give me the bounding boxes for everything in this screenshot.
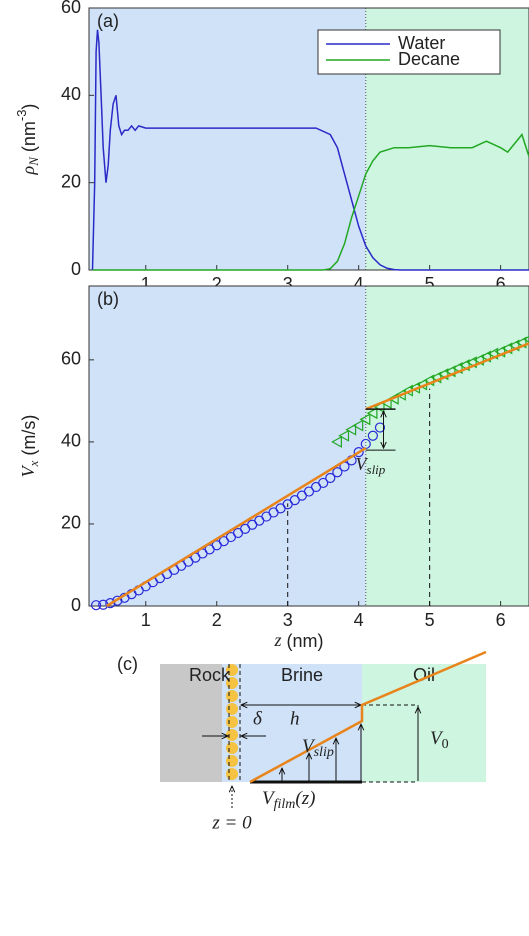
brine-region [222,664,362,782]
data-point [332,467,343,478]
legend-label: Decane [398,49,460,69]
x-tick-label: 4 [354,274,364,294]
z0-label: z = 0 [211,812,252,833]
data-point [480,350,492,363]
data-point [458,359,470,372]
data-point [105,598,116,609]
legend-box [317,29,501,75]
data-point [359,413,371,426]
vfilm-main: V [262,788,276,809]
data-point [338,429,350,442]
x-tick-label: 2 [212,610,222,630]
panel-label: (c) [117,654,138,674]
x-tick-label: 5 [425,274,435,294]
x-tick-label: 4 [354,610,364,630]
vslip-label: Vslip [302,736,334,760]
data-point [331,435,342,448]
x-tick-label: 1 [141,610,151,630]
label-part: V [356,454,369,474]
v0-label: V0 [430,728,449,752]
x-tick-label: 1 [141,274,151,294]
x-tick-label: 6 [496,274,506,294]
y-tick-label: 40 [61,84,81,104]
data-point [353,447,364,458]
data-point [366,407,378,420]
x-axis-label: z (nm) [273,630,323,651]
data-point [90,600,102,611]
y-tick-label: 60 [61,0,81,17]
series-line [91,29,529,271]
brine-region [89,286,366,606]
brine-label: Brine [281,665,323,685]
v0-sub: 0 [442,737,449,752]
label-part: ) [19,104,39,110]
data-point [325,472,336,484]
rock-label: Rock [189,665,231,685]
label-part: (m/s) [19,415,39,461]
rock-region [160,664,222,782]
data-point [352,419,364,432]
data-point [487,347,499,360]
y-tick-label: 40 [61,431,81,451]
y-axis-label: ρN (nm-3) [14,104,41,176]
series-line [92,133,529,271]
panel-label: (a) [97,11,119,31]
vfilm-tail: (z) [295,788,315,809]
x-tick-label: 3 [283,274,293,294]
x-tick-label: 2 [212,274,222,294]
y-tick-label: 0 [71,259,81,279]
label-part: (nm) [282,631,324,651]
data-point [112,595,123,606]
data-point [465,356,477,369]
data-point [367,430,378,441]
legend-label: Water [398,33,445,53]
x-tick-label: 6 [496,610,506,630]
oil-region [362,664,486,782]
label-part: z [273,630,281,650]
panel-label: (b) [97,289,119,309]
label-part: ρ [18,165,38,175]
vfilm-label: Vfilm(z) [262,788,315,812]
data-point [345,423,357,436]
vslip-main: V [302,736,316,757]
data-point [387,392,399,405]
y-tick-label: 20 [61,171,81,191]
plot-frame [88,285,529,607]
label-part: (nm [19,121,39,157]
diagram-c: (c) Rock Brine Oil h δ Vslip V0 Vfilm(z) [117,650,487,833]
vslip-sub: slip [314,745,334,760]
label-part: -3 [14,110,29,122]
label-part: V [18,464,38,477]
label-part: x [26,460,41,467]
h-label: h [290,708,300,729]
y-axis-label: Vx (m/s) [18,415,41,478]
x-tick-label: 5 [425,610,435,630]
data-point [451,362,463,375]
velocity-profile [249,650,487,784]
slip-label: Vslip [356,454,386,477]
data-point [289,495,300,506]
delta-label: δ [253,708,263,729]
data-point [318,477,329,489]
x-tick-label: 3 [283,610,293,630]
data-point [395,388,406,401]
vfilm-sub: film [274,797,296,812]
data-point [303,486,315,497]
label-part: slip [367,462,386,477]
y-tick-label: 60 [61,349,81,369]
v0-main: V [430,728,444,749]
oil-region [365,286,529,606]
y-tick-label: 20 [61,513,81,533]
y-tick-label: 0 [71,595,81,615]
label-part: N [26,156,41,167]
series-line [106,342,529,608]
